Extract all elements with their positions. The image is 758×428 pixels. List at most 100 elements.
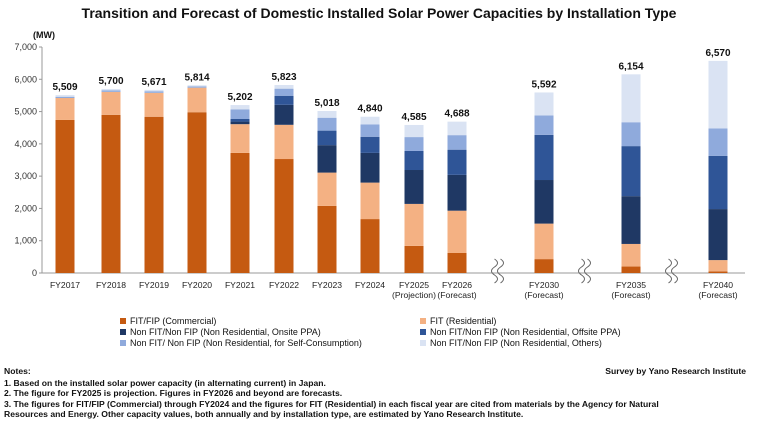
bar-segment <box>447 121 467 136</box>
bar-segment <box>404 245 424 273</box>
bar-segment <box>317 145 337 173</box>
legend-item: FIT (Residential) <box>420 316 496 326</box>
bar-segment <box>55 119 75 273</box>
y-tick-label: 7,000 <box>14 42 37 52</box>
x-tick-label: FY2020 <box>182 280 212 290</box>
x-tick-label: FY2024 <box>355 280 385 290</box>
bar-segment <box>360 136 380 153</box>
total-label: 5,018 <box>314 98 339 109</box>
bar-segment <box>317 205 337 273</box>
x-tick-label: (Forecast) <box>698 290 737 300</box>
stacked-bar-chart: (MW) 0 1,000 2,000 3,000 4,000 5,000 6,000 7,000… <box>14 30 745 300</box>
note-line-4: Resources and Energy. Other capacity val… <box>4 409 524 420</box>
total-label: 5,700 <box>98 76 123 87</box>
note-line-3: 3. The figures for FIT/FIP (Commercial) … <box>4 398 659 409</box>
bar-segment <box>621 196 641 244</box>
bar-segment <box>144 92 164 117</box>
bar-segment <box>708 128 728 156</box>
y-axis-label: (MW) <box>33 30 55 40</box>
x-tick-label: FY2019 <box>139 280 169 290</box>
legend-swatch <box>420 329 426 335</box>
bar-segment <box>230 152 250 273</box>
total-label: 4,840 <box>357 104 382 115</box>
total-label: 4,585 <box>401 112 426 123</box>
bar-segment <box>144 89 164 92</box>
bar-segment <box>404 203 424 246</box>
bar-segment <box>187 87 207 113</box>
total-label: 5,814 <box>184 72 209 83</box>
bar-segment <box>447 149 467 175</box>
bar-segment <box>274 104 294 125</box>
y-tick-label: 1,000 <box>14 236 37 246</box>
x-tick-label: (Forecast) <box>611 290 650 300</box>
bar-segment <box>534 223 554 260</box>
y-tick-label: 3,000 <box>14 171 37 181</box>
legend-label: Non FIT/Non FIP (Non Residential, Offsit… <box>430 327 621 337</box>
note-line-1: 1. Based on the installed solar power ca… <box>4 377 326 388</box>
bar-segment <box>447 174 467 211</box>
bar-segment <box>274 95 294 105</box>
bar-segment <box>534 259 554 273</box>
bar-segment <box>404 170 424 204</box>
note-line-2: 2. The figure for FY2025 is projection. … <box>4 388 343 399</box>
legend-label: Non FIT/Non FIP (Non Residential, Onsite… <box>130 327 321 337</box>
bar-segment <box>708 260 728 272</box>
bar-segment <box>404 150 424 171</box>
x-tick-label: FY2030 <box>529 280 559 290</box>
total-label: 5,823 <box>271 72 296 83</box>
bar-segment <box>101 88 121 91</box>
legend-label: FIT/FIP (Commercial) <box>130 316 217 326</box>
bar-segment <box>187 112 207 274</box>
bar-segment <box>317 172 337 206</box>
bar-segment <box>534 92 554 116</box>
x-tick-label: FY2026 <box>442 280 472 290</box>
bar-segment <box>708 209 728 261</box>
chart-title: Transition and Forecast of Domestic Inst… <box>81 5 677 21</box>
axis-break-mark <box>497 258 504 284</box>
bar-segment <box>447 210 467 253</box>
bar-segment <box>360 219 380 273</box>
bar-segment <box>708 155 728 210</box>
bar-segment <box>621 146 641 197</box>
x-tick-label: (Projection) <box>392 290 436 300</box>
bar-segment <box>360 152 380 183</box>
bar-segment <box>404 124 424 138</box>
bar-segment <box>708 271 728 273</box>
bar-segment <box>317 110 337 118</box>
x-tick-label: FY2035 <box>616 280 646 290</box>
total-label: 6,570 <box>705 48 730 59</box>
legend-item: FIT/FIP (Commercial) <box>120 316 216 326</box>
x-tick-label: FY2021 <box>225 280 255 290</box>
bar-segment <box>101 91 121 115</box>
bar-segment <box>274 124 294 160</box>
legend-item: Non FIT/Non FIP (Non Residential, Onsite… <box>120 327 321 337</box>
legend-label: Non FIT/Non FIP (Non Residential, Others… <box>430 338 602 348</box>
bar-segment <box>55 98 75 120</box>
axis-break-mark <box>491 258 498 284</box>
bar-segment <box>404 137 424 151</box>
y-tick-label: 5,000 <box>14 107 37 117</box>
x-tick-label: FY2022 <box>269 280 299 290</box>
y-tick-label: 6,000 <box>14 74 37 84</box>
bar-segment <box>101 114 121 273</box>
bar-segment <box>230 109 250 119</box>
axis-break-mark <box>671 258 678 284</box>
legend-item: Non FIT/Non FIP (Non Residential, Offsit… <box>420 327 621 337</box>
x-tick-label: FY2040 <box>703 280 733 290</box>
legend-label: Non FIT/ Non FIP (Non Residential, for S… <box>130 338 362 348</box>
bar-segment <box>230 124 250 153</box>
y-tick-label: 2,000 <box>14 203 37 213</box>
x-tick-label: (Forecast) <box>524 290 563 300</box>
bar-segment <box>187 85 207 87</box>
bar-segment <box>274 88 294 96</box>
notes-heading: Notes: <box>4 366 31 376</box>
bar-segment <box>55 96 75 99</box>
bar-segment <box>144 116 164 273</box>
bar-segment <box>447 135 467 150</box>
legend-item: Non FIT/Non FIP (Non Residential, Others… <box>420 338 602 348</box>
x-tick-label: FY2025 <box>399 280 429 290</box>
legend-label: FIT (Residential) <box>430 316 497 326</box>
bar-segment <box>144 91 164 93</box>
axis-break-mark <box>665 258 672 284</box>
bar-segment <box>317 117 337 131</box>
